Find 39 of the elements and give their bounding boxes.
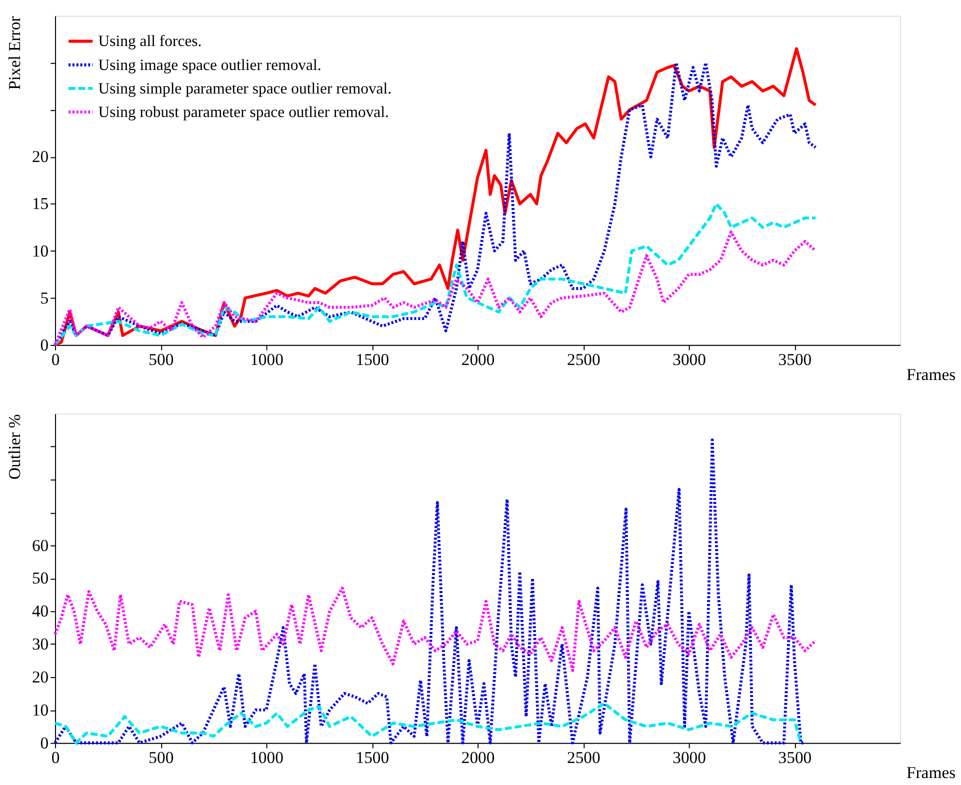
x-tick-label: 1500 [356, 748, 390, 768]
x-tick-label: 2500 [566, 350, 600, 370]
y-tick-label: 10 [32, 241, 49, 260]
y-tick-label: 10 [32, 700, 49, 720]
x-tick-label: 3500 [778, 350, 812, 370]
y-tick-label: 40 [32, 602, 49, 621]
y-tick-label: 60 [32, 536, 49, 555]
y-tick-label: 50 [32, 568, 49, 588]
y-tick-label: 20 [32, 147, 49, 166]
y-tick-label: 0 [40, 335, 49, 354]
y-axis-title: Pixel Error [5, 16, 24, 90]
line-series [54, 702, 802, 744]
y-tick-label: 30 [32, 634, 49, 654]
y-tick-label: 20 [32, 667, 49, 686]
y-axis-title: Outlier % [5, 414, 24, 480]
x-tick-label: 3500 [778, 748, 812, 768]
y-tick-label: 5 [40, 288, 49, 308]
x-tick-label: 500 [148, 748, 174, 768]
x-tick-label: 1000 [250, 350, 284, 370]
line-series [54, 230, 818, 346]
x-tick-label: 500 [148, 350, 174, 370]
x-axis-title: Frames [906, 762, 956, 782]
line-series [54, 586, 818, 672]
x-tick-label: 1000 [250, 748, 284, 768]
y-tick-label: 15 [32, 194, 49, 214]
legend-label: Using robust parameter space outlier removal. [98, 104, 389, 121]
legend-label: Using image space outlier removal. [98, 56, 322, 74]
legend-label: Using all forces. [98, 33, 202, 50]
legend-label: Using simple parameter space outlier removal. [98, 80, 392, 98]
line-series [54, 438, 806, 744]
x-tick-label: 2500 [566, 748, 600, 768]
x-tick-label: 3000 [672, 350, 706, 370]
x-axis-title: Frames [906, 364, 956, 384]
x-tick-label: 3000 [672, 748, 706, 768]
line-series [54, 202, 818, 346]
x-tick-label: 2000 [461, 350, 495, 370]
x-tick-label: 1500 [356, 350, 390, 370]
x-tick-label: 2000 [461, 748, 495, 768]
y-tick-label: 0 [40, 733, 49, 752]
